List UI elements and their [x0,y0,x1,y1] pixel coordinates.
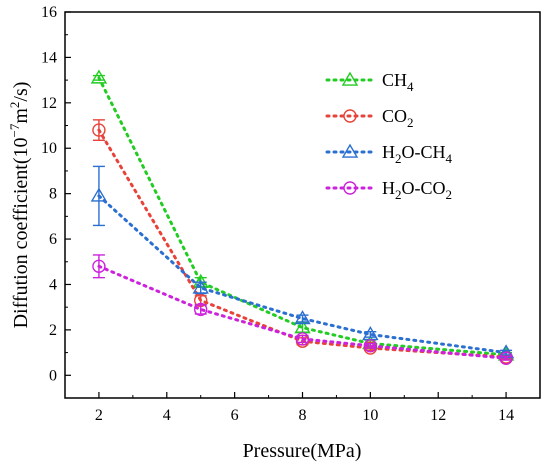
data-point [499,351,513,365]
x-tick-label: 8 [299,407,307,424]
series-layer [90,69,515,365]
data-point [92,259,106,274]
legend-label: H2O-CO2 [382,178,452,202]
legend: CH4 CO2 H2O-CH4 H2O-CO2 [325,70,453,202]
x-axis-label: Pressure(MPa) [243,440,362,462]
y-axis-label: Diffution coefficient(10−7m2/s) [7,82,32,329]
y-tick-label: 8 [49,186,57,203]
data-point [294,310,311,325]
x-tick-label: 12 [430,407,446,424]
legend-label: CO2 [382,106,414,130]
y-tick-label: 6 [49,231,57,248]
series-line [97,76,508,357]
data-point [92,123,106,137]
x-tick-label: 2 [95,407,103,424]
y-tick-label: 0 [49,367,57,384]
axis-ticks: 2 4 6 8 10 12 14 0 2 4 6 8 10 12 14 16 [41,4,514,424]
legend-label: CH4 [382,70,414,94]
data-point [90,69,108,84]
legend-marker [343,109,357,123]
data-point [192,279,209,294]
y-tick-label: 16 [41,4,57,21]
y-tick-label: 12 [41,95,57,112]
legend-marker [343,181,357,195]
x-tick-label: 10 [362,407,378,424]
legend-label: H2O-CH4 [382,142,453,166]
legend-marker [341,71,359,86]
x-tick-label: 4 [163,407,171,424]
x-tick-label: 6 [231,407,239,424]
data-point [194,302,208,317]
data-point [90,187,108,202]
x-tick-label: 14 [498,407,514,424]
y-tick-label: 2 [49,322,57,339]
series-line [97,194,508,355]
legend-marker [341,143,359,158]
data-point [295,332,310,346]
y-tick-label: 4 [49,276,57,293]
y-tick-label: 14 [41,49,57,66]
series-3 [92,254,513,365]
y-tick-label: 10 [41,140,57,157]
data-point [363,339,378,353]
